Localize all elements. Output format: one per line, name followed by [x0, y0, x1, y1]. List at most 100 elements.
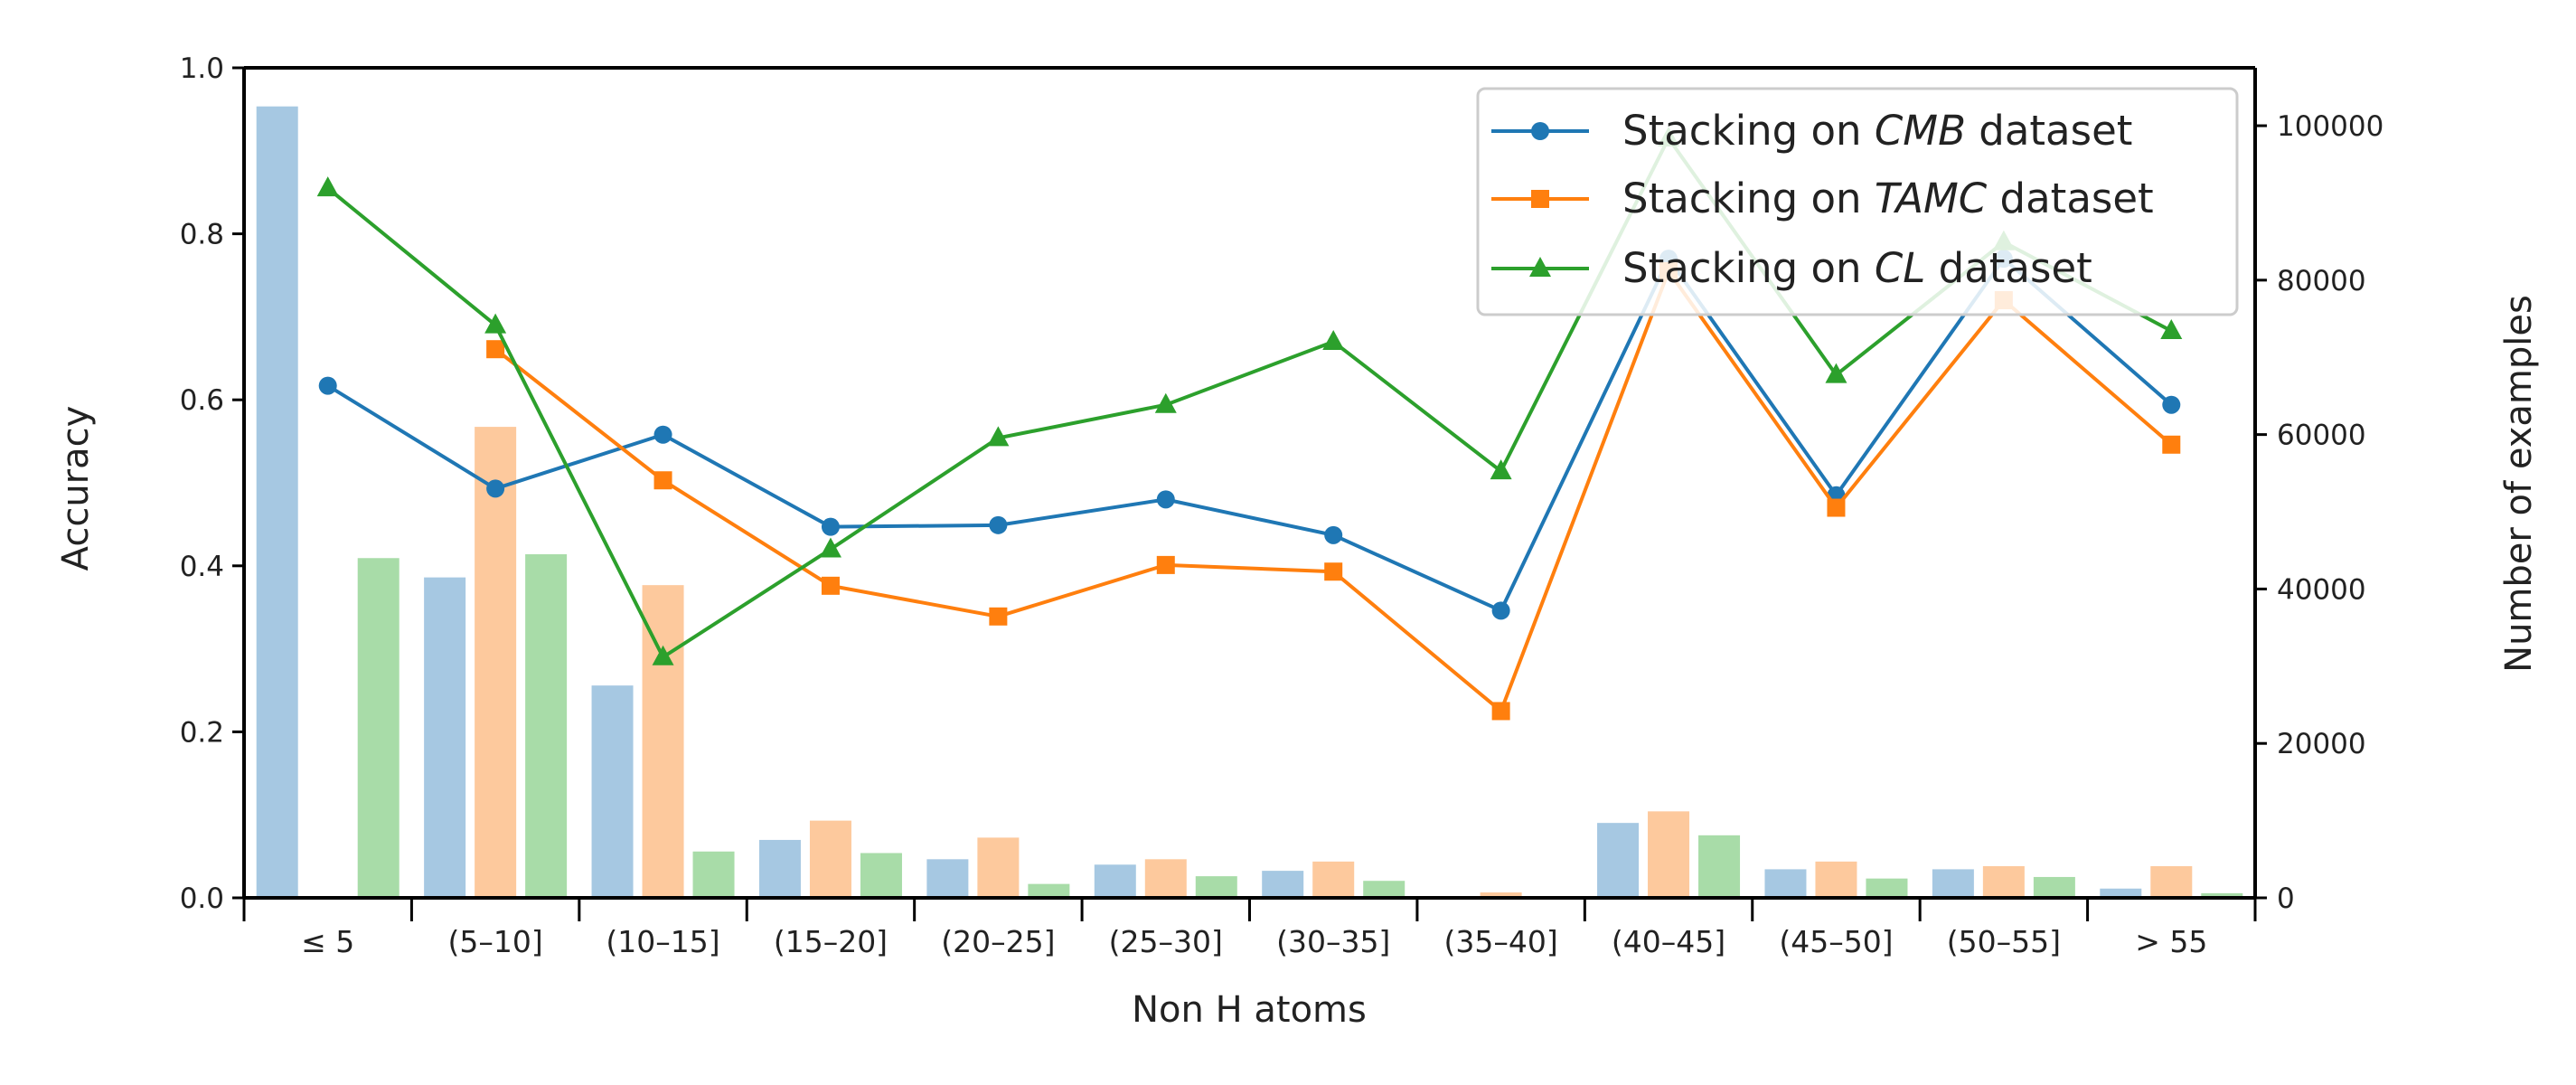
- y2-tick-label: 80000: [2277, 265, 2366, 297]
- bar: [809, 820, 851, 898]
- bar: [1094, 864, 1136, 898]
- data-point: [316, 176, 339, 197]
- data-point: [819, 537, 841, 558]
- x-tick-label: (10–15]: [606, 924, 719, 959]
- data-point: [1529, 257, 1551, 277]
- x-tick-label: (35–40]: [1444, 924, 1558, 959]
- y2-tick-label: 0: [2277, 882, 2295, 915]
- data-point: [653, 471, 672, 490]
- x-tick-label: (30–35]: [1276, 924, 1390, 959]
- bar: [2201, 892, 2243, 898]
- y-tick-label: 0.0: [180, 882, 224, 915]
- x-tick-label: (50–55]: [1947, 924, 2061, 959]
- bar: [1866, 878, 1908, 898]
- x-tick-label: (25–30]: [1109, 924, 1223, 959]
- bar: [1932, 869, 1974, 898]
- bar: [256, 106, 298, 898]
- bar: [1480, 892, 1522, 898]
- bar: [1815, 861, 1857, 898]
- bar: [1698, 835, 1741, 898]
- data-point: [652, 645, 674, 665]
- y-tick-label: 1.0: [180, 52, 224, 85]
- x-tick-label: (15–20]: [774, 924, 888, 959]
- data-point: [987, 426, 1010, 447]
- y-tick-label: 0.4: [180, 551, 224, 583]
- data-point: [653, 425, 672, 444]
- data-point: [1156, 555, 1175, 574]
- data-point: [1827, 498, 1846, 517]
- data-point: [1491, 601, 1510, 620]
- data-point: [1154, 392, 1177, 413]
- bar: [525, 553, 568, 898]
- bar: [1028, 883, 1070, 898]
- data-point: [486, 479, 505, 498]
- data-point: [1531, 122, 1549, 140]
- data-point: [484, 313, 507, 334]
- legend-label: Stacking on CMB dataset: [1622, 107, 2132, 155]
- bar: [1764, 869, 1807, 898]
- legend-label: Stacking on TAMC dataset: [1622, 175, 2154, 222]
- bar: [2100, 888, 2142, 898]
- y2-axis-title: Number of examples: [2498, 295, 2540, 673]
- x-tick-label: (20–25]: [941, 924, 1055, 959]
- bar: [926, 859, 969, 898]
- bar: [1195, 876, 1237, 898]
- data-point: [1324, 562, 1343, 581]
- legend-label: Stacking on CL dataset: [1622, 244, 2092, 292]
- bar: [2150, 865, 2193, 898]
- x-tick-label: > 55: [2135, 924, 2207, 959]
- bar: [1144, 859, 1187, 898]
- bar: [475, 427, 517, 898]
- bar: [1262, 871, 1304, 898]
- y-axis-title: Accuracy: [55, 406, 97, 571]
- y-tick-label: 0.8: [180, 219, 224, 251]
- bar: [758, 839, 801, 898]
- bar: [1982, 865, 2025, 898]
- bar: [357, 558, 400, 898]
- data-point: [989, 607, 1008, 626]
- bar: [977, 837, 1020, 898]
- bar: [424, 577, 466, 898]
- y2-tick-label: 20000: [2277, 728, 2366, 760]
- data-point: [1531, 190, 1549, 208]
- bar: [1597, 823, 1640, 898]
- data-point: [821, 576, 840, 595]
- bar: [591, 685, 634, 898]
- data-point: [318, 376, 337, 395]
- y2-tick-label: 100000: [2277, 110, 2383, 143]
- data-point: [2162, 435, 2181, 454]
- data-point: [486, 340, 505, 359]
- bars-layer: [256, 106, 2243, 898]
- x-tick-label: (45–50]: [1779, 924, 1893, 959]
- bar: [692, 851, 735, 898]
- data-point: [821, 517, 840, 536]
- data-point: [2162, 395, 2181, 414]
- y2-tick-label: 40000: [2277, 573, 2366, 606]
- y-tick-label: 0.2: [180, 716, 224, 749]
- legend-box: [1476, 87, 2239, 316]
- bar: [1363, 881, 1406, 898]
- data-point: [1324, 525, 1343, 544]
- data-point: [2160, 319, 2183, 340]
- x-tick-label: (40–45]: [1612, 924, 1725, 959]
- data-point: [1825, 363, 1847, 383]
- x-tick-label: ≤ 5: [301, 924, 354, 959]
- data-point: [1322, 329, 1345, 350]
- series-line: [326, 255, 2173, 613]
- bar: [1312, 861, 1355, 898]
- data-point: [1490, 459, 1512, 480]
- data-point: [1491, 702, 1510, 721]
- x-tick-label: (5–10]: [448, 924, 543, 959]
- legend: Stacking on CMB dataset Stacking on TAMC …: [1476, 87, 2239, 316]
- x-axis-title: Non H atoms: [1132, 989, 1367, 1031]
- series-line: [326, 135, 2173, 660]
- axes-layer: 0.0 0.2 0.4 0.6 0.8 1.0 0 20000 40000 60000 80000 1…: [180, 52, 2384, 959]
- y2-tick-label: 60000: [2277, 420, 2366, 452]
- bar: [860, 853, 902, 898]
- data-point: [1156, 490, 1175, 509]
- bar: [2033, 876, 2075, 898]
- data-point: [989, 515, 1008, 534]
- bar: [1648, 811, 1690, 898]
- bar: [642, 585, 684, 898]
